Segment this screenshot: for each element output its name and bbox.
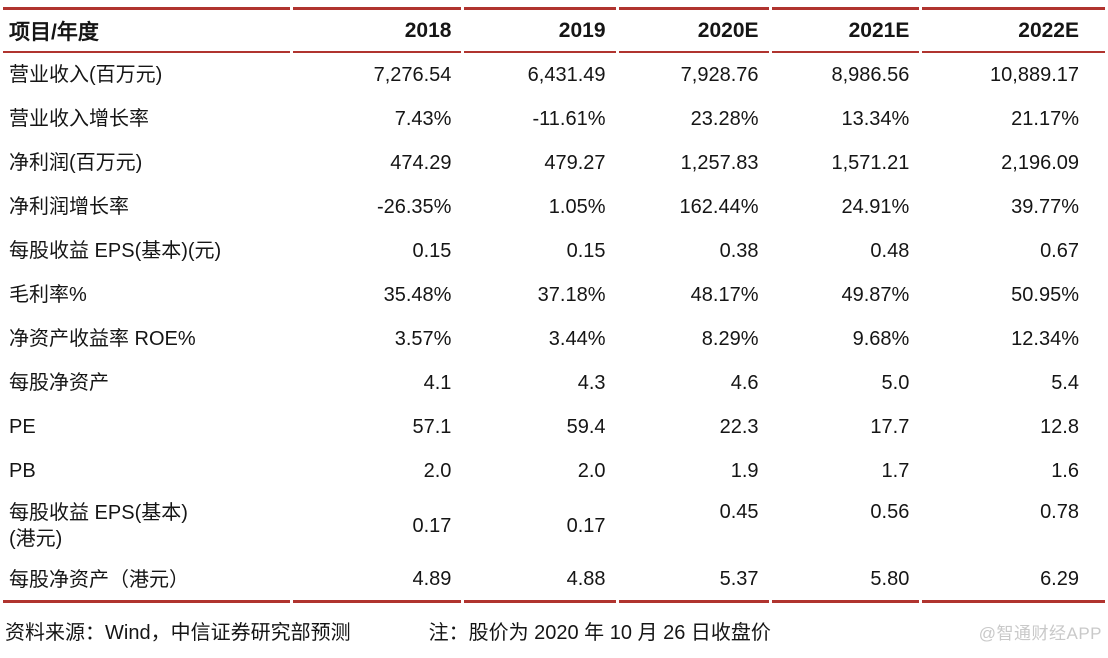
cell-value: 1.9 <box>730 459 759 482</box>
header-year-2022E: 2022E <box>922 7 1105 53</box>
cell-value: 7,276.54 <box>373 63 452 86</box>
cell-value: 479.27 <box>544 151 606 174</box>
cell-value: 5.37 <box>618 559 769 603</box>
cell-value: 0.38 <box>719 239 759 262</box>
header-row: 项目/年度 2018 2019 2020E 2021E 2022E <box>3 7 1105 53</box>
cell-value: 1.05% <box>548 195 606 218</box>
source-note: 资料来源：Wind，中信证券研究部预测 <box>5 622 351 644</box>
cell-value: 37.18% <box>537 283 606 306</box>
cell-value: 10,889.17 <box>990 63 1079 86</box>
cell-value: 0.67 <box>1040 239 1079 262</box>
cell-value: 5.80 <box>771 559 920 603</box>
table-row: 净利润增长率 -26.35% 1.05% 162.44% 24.91% 39.77% <box>3 185 1105 229</box>
cell-value: 23.28% <box>690 107 759 130</box>
row-label: 每股收益 EPS(基本)(元) <box>9 240 222 262</box>
row-label: PB <box>9 460 36 482</box>
row-label: 营业收入(百万元) <box>9 64 163 86</box>
cell-value: 0.45 <box>719 501 759 523</box>
cell-value: 39.77% <box>1011 195 1079 218</box>
row-label: 净利润(百万元) <box>9 152 143 174</box>
table-body: 营业收入(百万元) 7,276.54 6,431.49 7,928.76 8,986.5… <box>3 53 1105 603</box>
header-year-2021E: 2021E <box>771 7 920 53</box>
cell-value: 7,928.76 <box>680 63 759 86</box>
cell-value: 4.88 <box>464 559 616 603</box>
cell-value: 4.1 <box>423 371 452 394</box>
header-year-2018: 2018 <box>292 7 462 53</box>
cell-value: 24.91% <box>841 195 910 218</box>
cell-value: 5.0 <box>881 371 910 394</box>
table-row: 每股净资产（港元） 4.89 4.88 5.37 5.80 6.29 <box>3 559 1105 603</box>
cell-value: 4.3 <box>577 371 606 394</box>
table-header: 项目/年度 2018 2019 2020E 2021E 2022E <box>3 7 1105 53</box>
cell-value: 59.4 <box>566 415 606 438</box>
table-row: PB 2.0 2.0 1.9 1.7 1.6 <box>3 449 1105 493</box>
cell-value: 21.17% <box>1011 107 1079 130</box>
cell-value: 35.48% <box>383 283 452 306</box>
cell-value: 2.0 <box>577 459 606 482</box>
cell-value: 13.34% <box>841 107 910 130</box>
cell-value: 6.29 <box>922 559 1105 603</box>
cell-value: 50.95% <box>1011 283 1079 306</box>
financial-forecast-table: 项目/年度 2018 2019 2020E 2021E 2022E 营业收入(百万元) 7… <box>0 7 1108 603</box>
cell-value: 4.6 <box>730 371 759 394</box>
cell-value: 57.1 <box>412 415 452 438</box>
cell-value: 0.78 <box>1040 501 1079 523</box>
cell-value: 2.0 <box>423 459 452 482</box>
watermark: @智通财经APP <box>978 624 1102 643</box>
cell-value: 1,571.21 <box>831 151 910 174</box>
cell-value: 4.89 <box>292 559 462 603</box>
cell-value: 3.44% <box>548 327 606 350</box>
row-label: 毛利率% <box>9 284 87 306</box>
header-year-2019: 2019 <box>464 7 616 53</box>
table-row: 每股净资产 4.1 4.3 4.6 5.0 5.4 <box>3 361 1105 405</box>
cell-value: 474.29 <box>390 151 452 174</box>
cell-value: 0.17 <box>566 514 606 537</box>
row-label: 每股净资产（港元） <box>3 559 290 603</box>
cell-value: 48.17% <box>690 283 759 306</box>
row-label: 净利润增长率 <box>9 196 129 218</box>
table-row: 毛利率% 35.48% 37.18% 48.17% 49.87% 50.95% <box>3 273 1105 317</box>
cell-value: 162.44% <box>679 195 759 218</box>
cell-value: 0.15 <box>566 239 606 262</box>
cell-value: -26.35% <box>376 195 452 218</box>
cell-value: 6,431.49 <box>527 63 606 86</box>
table-row: 每股收益 EPS(基本)(元) 0.15 0.15 0.38 0.48 0.67 <box>3 229 1105 273</box>
cell-value: 22.3 <box>719 415 759 438</box>
cell-value: 1.7 <box>881 459 910 482</box>
header-label: 项目/年度 <box>3 7 290 53</box>
table-row: 净利润(百万元) 474.29 479.27 1,257.83 1,571.21 2,19… <box>3 141 1105 185</box>
row-label: PE <box>9 416 36 438</box>
price-note: 注：股价为 2020 年 10 月 26 日收盘价 <box>428 622 771 644</box>
cell-value: 3.57% <box>394 327 452 350</box>
header-year-2020E: 2020E <box>618 7 769 53</box>
cell-value: 1.6 <box>1051 459 1079 482</box>
cell-value: 49.87% <box>841 283 910 306</box>
cell-value: 12.8 <box>1040 415 1079 438</box>
cell-value: 12.34% <box>1011 327 1079 350</box>
table-row: 营业收入增长率 7.43% -11.61% 23.28% 13.34% 21.17% <box>3 97 1105 141</box>
table-row: 净资产收益率 ROE% 3.57% 3.44% 8.29% 9.68% 12.34% <box>3 317 1105 361</box>
table-footer: 资料来源：Wind，中信证券研究部预测 注：股价为 2020 年 10 月 26… <box>0 603 1108 645</box>
cell-value: 1,257.83 <box>680 151 759 174</box>
cell-value: 2,196.09 <box>1001 151 1079 174</box>
cell-value: 0.56 <box>870 501 910 523</box>
row-label: 营业收入增长率 <box>9 108 149 130</box>
cell-value: 5.4 <box>1051 371 1079 394</box>
cell-value: 0.48 <box>870 239 910 262</box>
cell-value: 8.29% <box>701 327 759 350</box>
row-label: 每股净资产 <box>9 372 109 394</box>
cell-value: -11.61% <box>532 107 606 130</box>
cell-value: 8,986.56 <box>831 63 910 86</box>
cell-value: 0.15 <box>412 239 452 262</box>
table-row: 营业收入(百万元) 7,276.54 6,431.49 7,928.76 8,986.5… <box>3 53 1105 97</box>
cell-value: 9.68% <box>852 327 910 350</box>
cell-value: 17.7 <box>870 415 910 438</box>
row-label: 净资产收益率 ROE% <box>9 328 196 350</box>
cell-value: 7.43% <box>394 107 452 130</box>
cell-value: 0.17 <box>412 514 452 537</box>
row-label: 每股收益 EPS(基本) (港元) <box>9 502 188 550</box>
table-row: 每股收益 EPS(基本) (港元) 0.17 0.17 0.45 0.56 0.78 <box>3 493 1105 559</box>
table-row: PE 57.1 59.4 22.3 17.7 12.8 <box>3 405 1105 449</box>
